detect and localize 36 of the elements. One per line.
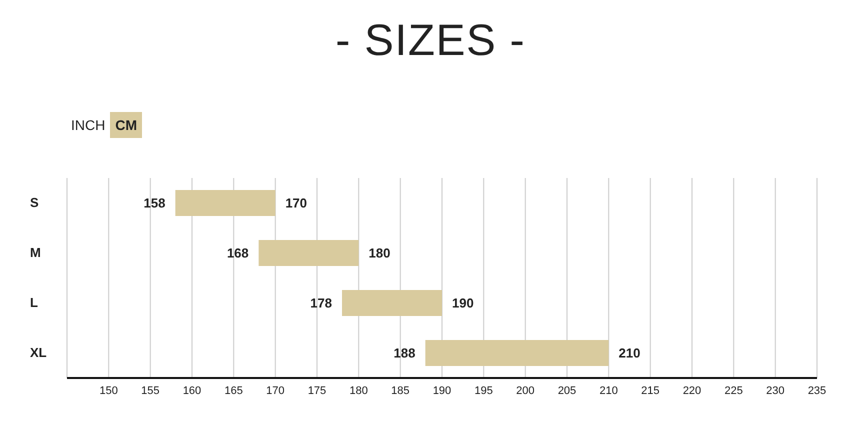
x-tick-label: 150 xyxy=(99,384,118,397)
y-tick-label: XL xyxy=(30,345,47,360)
x-tick-label: 220 xyxy=(682,384,702,397)
x-tick-label: 165 xyxy=(224,384,243,397)
x-tick-label: 205 xyxy=(558,384,576,397)
annotation: 188 xyxy=(394,346,416,361)
x-tick-label: 170 xyxy=(266,384,285,397)
annotation: 168 xyxy=(226,246,249,261)
y-tick-label: S xyxy=(30,195,39,210)
bar xyxy=(175,190,276,216)
x-tick-label: 185 xyxy=(391,384,410,397)
x-tick-label: 190 xyxy=(432,384,452,397)
x-tick-label: 215 xyxy=(641,384,660,397)
annotation: 170 xyxy=(285,196,308,211)
x-tick-label: 160 xyxy=(182,384,202,397)
bar xyxy=(425,340,609,366)
unit-toggle: INCH CM xyxy=(66,112,142,138)
annotation: 178 xyxy=(310,296,332,311)
chart-title: - SIZES - xyxy=(334,16,526,66)
x-tick-label: 210 xyxy=(599,384,618,397)
annotation: 190 xyxy=(452,296,474,311)
annotation: 210 xyxy=(618,346,640,361)
x-tick-label: 195 xyxy=(474,384,493,397)
x-tick-label: 180 xyxy=(349,384,368,397)
annotation: 180 xyxy=(368,246,390,261)
x-tick-label: 155 xyxy=(141,384,160,397)
x-tick-label: 235 xyxy=(808,384,826,397)
y-tick-label: M xyxy=(30,245,41,260)
x-tick-label: 175 xyxy=(308,384,326,397)
x-tick-label: 230 xyxy=(766,384,785,397)
bar xyxy=(342,290,442,316)
x-tick-label: 200 xyxy=(516,384,535,397)
bar xyxy=(258,240,359,266)
x-tick-label: 225 xyxy=(724,384,743,397)
annotation: 158 xyxy=(144,196,166,211)
y-tick-label: L xyxy=(30,295,38,310)
